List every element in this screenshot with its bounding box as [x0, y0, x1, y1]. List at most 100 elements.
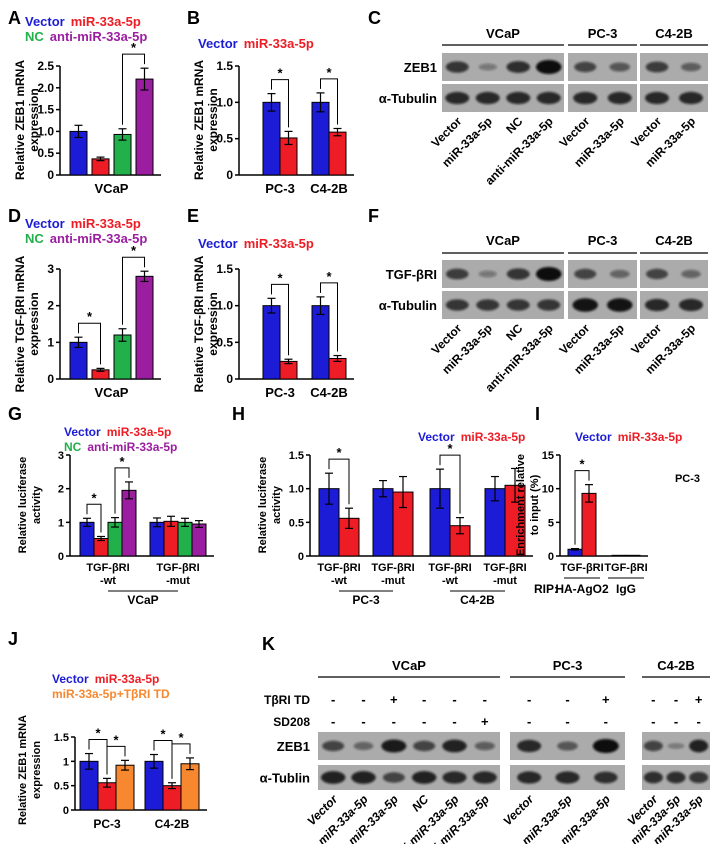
legend-entry: miR-33a-5p — [95, 672, 160, 686]
x-category-label: TGF-βRI — [428, 562, 471, 574]
y-axis-title-line: activity — [271, 485, 283, 524]
bar — [191, 523, 207, 557]
y-tick-label: 0 — [298, 551, 304, 563]
treatment-sign: - — [651, 692, 655, 707]
panel-label-a: A — [8, 8, 21, 28]
protein-label: α-Tubulin — [379, 91, 437, 106]
bar — [121, 489, 137, 557]
cell-line-header: VCaP — [486, 233, 520, 248]
x-category-label: PC-3 — [265, 181, 295, 196]
legend-entry: Vector — [575, 430, 612, 444]
y-tick-label: 1 — [47, 335, 54, 349]
protein-band — [607, 298, 633, 312]
y-tick-label: 1.5 — [216, 59, 233, 73]
chart-d: Vector miR-33a-5p NC anti-miR-33a-5p Relativ… — [13, 216, 161, 400]
y-tick-label: 1.5 — [289, 450, 304, 462]
protein-band — [351, 771, 376, 784]
cell-line-label: C4-2B — [460, 593, 495, 607]
significance-bracket — [122, 53, 145, 125]
panel-label-j: J — [8, 629, 18, 649]
protein-band — [572, 298, 598, 312]
y-tick-label: 1.0 — [216, 299, 233, 313]
protein-band — [320, 771, 346, 784]
legend-entry: Vector — [198, 36, 238, 51]
y-tick-label: 1 — [58, 517, 64, 529]
x-category-label: VCaP — [95, 181, 129, 196]
protein-band — [382, 772, 405, 783]
y-tick-label: 3 — [58, 450, 64, 462]
panel-label-h: H — [232, 404, 245, 424]
y-axis-title: Relative ZEB1 mRNA expression — [192, 60, 220, 180]
y-axis-title-line: Relative luciferase — [257, 457, 269, 554]
legend-entry: NC — [25, 231, 44, 246]
cell-line-annotation: PC-3 — [675, 473, 700, 485]
y-tick-label: 0.5 — [289, 517, 304, 529]
y-axis-title-line: Relative TGF-βRI mRNA — [192, 255, 206, 392]
significance-bracket — [106, 745, 126, 775]
y-axis-title-line: expression — [27, 88, 41, 151]
protein-band — [557, 741, 578, 751]
significance-star: * — [277, 66, 283, 81]
legend-entry: Vector — [64, 425, 101, 439]
treatment-sign: + — [481, 714, 489, 729]
y-axis-title-line: expression — [206, 88, 220, 151]
significance-star: * — [160, 727, 166, 742]
protein-band — [555, 771, 580, 784]
x-category-label: C4-2B — [155, 817, 190, 831]
y-axis-title-line: Relative ZEB1 mRNA — [13, 60, 27, 180]
treatment-sign: - — [565, 714, 569, 729]
y-tick-label: 1.0 — [216, 95, 233, 109]
treatment-sign: - — [361, 714, 365, 729]
bar — [262, 101, 281, 176]
y-axis-title-line: activity — [31, 485, 43, 524]
legend-entry: anti-miR-33a-5p — [87, 440, 177, 454]
bar — [115, 764, 135, 811]
protein-band — [689, 771, 709, 784]
rip-group-label: HA-AgO2 — [555, 582, 609, 596]
bar — [93, 537, 109, 557]
treatment-sign: + — [695, 692, 703, 707]
y-tick-label: 0 — [63, 805, 69, 817]
protein-band — [689, 739, 709, 753]
protein-label: ZEB1 — [277, 739, 310, 754]
cell-line-header: C4-2B — [655, 233, 693, 248]
treatment-sign: - — [651, 714, 655, 729]
significance-bracket — [171, 743, 191, 779]
x-category-sublabel: -mut — [166, 575, 190, 587]
y-axis-title-line: expression — [206, 292, 220, 355]
bar — [311, 305, 330, 380]
protein-band — [506, 91, 531, 105]
legend-entry: NC — [25, 29, 44, 44]
x-category-sublabel: -wt — [331, 575, 347, 587]
legend-entry: miR-33a-5p — [461, 430, 526, 444]
bar — [135, 78, 154, 176]
bar — [262, 305, 281, 380]
x-category-label: PC-3 — [93, 817, 121, 831]
significance-bracket — [78, 322, 101, 365]
protein-band — [667, 743, 685, 749]
cell-line-header: PC-3 — [588, 233, 618, 248]
blot-membrane — [318, 732, 500, 760]
cell-line-header: VCaP — [486, 26, 520, 41]
y-tick-label: 2 — [47, 299, 54, 313]
protein-band — [506, 61, 530, 73]
treatment-sign: - — [422, 692, 426, 707]
treatment-sign: - — [674, 692, 678, 707]
protein-band — [681, 269, 701, 279]
legend-entry: Vector — [25, 216, 65, 231]
treatment-label: TβRI TD — [264, 693, 310, 707]
significance-star: * — [131, 40, 137, 55]
legend-entry: miR-33a-5p — [107, 425, 172, 439]
x-category-label: VCaP — [95, 385, 129, 400]
protein-band — [609, 62, 630, 72]
treatment-sign: - — [565, 692, 569, 707]
protein-label: α-Tublin — [260, 771, 310, 786]
bar — [372, 488, 394, 557]
y-tick-label: 0.5 — [216, 335, 233, 349]
bar — [311, 101, 330, 176]
cell-line-header: PC-3 — [588, 26, 618, 41]
protein-band — [442, 771, 467, 784]
protein-band — [506, 268, 530, 280]
panel-label-d: D — [8, 206, 21, 226]
